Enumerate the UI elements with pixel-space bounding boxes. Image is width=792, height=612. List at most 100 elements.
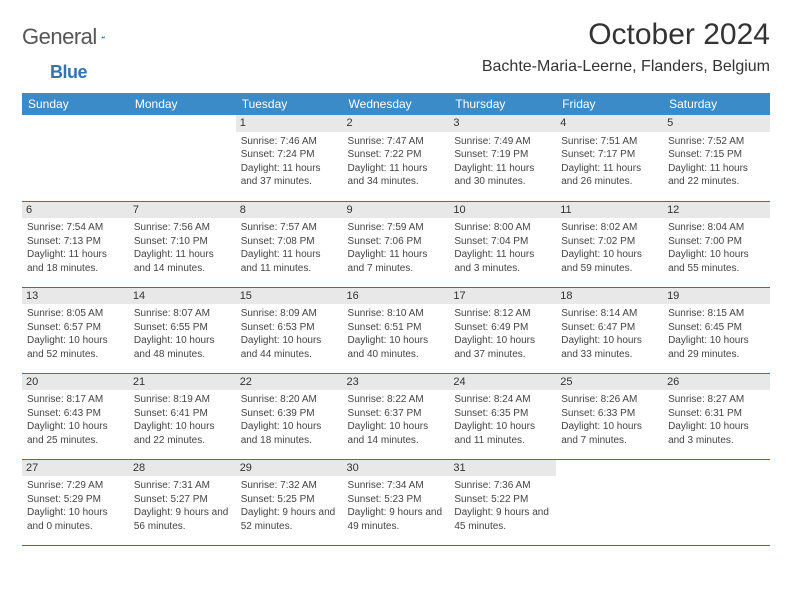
day-number: 16 xyxy=(343,288,450,305)
calendar-day-cell: 19 Sunrise: 8:15 AMSunset: 6:45 PMDayligh… xyxy=(663,287,770,373)
sunrise-line: Sunrise: 8:14 AM xyxy=(561,307,658,321)
daylight-line: Daylight: 9 hours and 49 minutes. xyxy=(348,506,445,533)
calendar-week-row: 1Sunrise: 7:46 AMSunset: 7:24 PMDaylight… xyxy=(22,115,770,201)
daylight-line: Daylight: 10 hours and 52 minutes. xyxy=(27,334,124,361)
day-header: Friday xyxy=(556,93,663,115)
sunset-line: Sunset: 7:08 PM xyxy=(241,235,338,249)
daylight-line: Daylight: 10 hours and 29 minutes. xyxy=(668,334,765,361)
calendar-day-cell xyxy=(556,459,663,545)
sunrise-line: Sunrise: 8:12 AM xyxy=(454,307,551,321)
calendar-day-cell: 13 Sunrise: 8:05 AMSunset: 6:57 PMDayligh… xyxy=(22,287,129,373)
sunset-line: Sunset: 6:43 PM xyxy=(27,407,124,421)
calendar-day-cell: 30Sunrise: 7:34 AMSunset: 5:23 PMDayligh… xyxy=(343,459,450,545)
sunset-line: Sunset: 6:57 PM xyxy=(27,321,124,335)
sunrise-line: Sunrise: 7:29 AM xyxy=(27,479,124,493)
sunrise-line: Sunrise: 7:34 AM xyxy=(348,479,445,493)
calendar-day-cell: 31Sunrise: 7:36 AMSunset: 5:22 PMDayligh… xyxy=(449,459,556,545)
sunset-line: Sunset: 6:31 PM xyxy=(668,407,765,421)
sunrise-line: Sunrise: 8:19 AM xyxy=(134,393,231,407)
day-number: 28 xyxy=(129,460,236,477)
sunrise-line: Sunrise: 7:46 AM xyxy=(241,135,338,149)
daylight-line: Daylight: 11 hours and 18 minutes. xyxy=(27,248,124,275)
day-number: 21 xyxy=(129,374,236,391)
daylight-line: Daylight: 11 hours and 26 minutes. xyxy=(561,162,658,189)
calendar-day-cell: 26Sunrise: 8:27 AMSunset: 6:31 PMDayligh… xyxy=(663,373,770,459)
sunset-line: Sunset: 7:00 PM xyxy=(668,235,765,249)
sunset-line: Sunset: 7:22 PM xyxy=(348,148,445,162)
daylight-line: Daylight: 10 hours and 48 minutes. xyxy=(134,334,231,361)
brand-part1: General xyxy=(22,24,97,50)
calendar-day-cell: 4Sunrise: 7:51 AMSunset: 7:17 PMDaylight… xyxy=(556,115,663,201)
daylight-line: Daylight: 9 hours and 52 minutes. xyxy=(241,506,338,533)
month-title: October 2024 xyxy=(482,18,770,52)
sunrise-line: Sunrise: 8:04 AM xyxy=(668,221,765,235)
calendar-day-cell: 17Sunrise: 8:12 AMSunset: 6:49 PMDayligh… xyxy=(449,287,556,373)
daylight-line: Daylight: 10 hours and 25 minutes. xyxy=(27,420,124,447)
sunset-line: Sunset: 5:23 PM xyxy=(348,493,445,507)
sunrise-line: Sunrise: 8:27 AM xyxy=(668,393,765,407)
day-number: 5 xyxy=(663,115,770,132)
daylight-line: Daylight: 10 hours and 44 minutes. xyxy=(241,334,338,361)
sunset-line: Sunset: 6:49 PM xyxy=(454,321,551,335)
day-number: 23 xyxy=(343,374,450,391)
day-number: 18 xyxy=(556,288,663,305)
calendar-day-cell: 10Sunrise: 8:00 AMSunset: 7:04 PMDayligh… xyxy=(449,201,556,287)
calendar-day-cell: 18Sunrise: 8:14 AMSunset: 6:47 PMDayligh… xyxy=(556,287,663,373)
calendar-day-cell: 21 Sunrise: 8:19 AMSunset: 6:41 PMDayligh… xyxy=(129,373,236,459)
sunset-line: Sunset: 6:53 PM xyxy=(241,321,338,335)
sunset-line: Sunset: 7:13 PM xyxy=(27,235,124,249)
calendar-table: SundayMondayTuesdayWednesdayThursdayFrid… xyxy=(22,93,770,546)
day-number: 20 xyxy=(22,374,129,391)
day-number: 14 xyxy=(129,288,236,305)
location-text: Bachte-Maria-Leerne, Flanders, Belgium xyxy=(482,58,770,76)
day-header: Saturday xyxy=(663,93,770,115)
daylight-line: Daylight: 9 hours and 56 minutes. xyxy=(134,506,231,533)
day-header: Wednesday xyxy=(343,93,450,115)
calendar-day-cell: 12Sunrise: 8:04 AMSunset: 7:00 PMDayligh… xyxy=(663,201,770,287)
day-number: 19 xyxy=(663,288,770,305)
daylight-line: Daylight: 11 hours and 7 minutes. xyxy=(348,248,445,275)
daylight-line: Daylight: 11 hours and 30 minutes. xyxy=(454,162,551,189)
calendar-day-cell: 15Sunrise: 8:09 AMSunset: 6:53 PMDayligh… xyxy=(236,287,343,373)
sunset-line: Sunset: 5:22 PM xyxy=(454,493,551,507)
sunrise-line: Sunrise: 7:32 AM xyxy=(241,479,338,493)
sunrise-line: Sunrise: 8:15 AM xyxy=(668,307,765,321)
calendar-week-row: 13Sunrise: 8:05 AMSunset: 6:57 PMDayligh… xyxy=(22,287,770,373)
daylight-line: Daylight: 10 hours and 14 minutes. xyxy=(348,420,445,447)
day-number: 7 xyxy=(129,202,236,219)
daylight-line: Daylight: 11 hours and 22 minutes. xyxy=(668,162,765,189)
day-number: 1 xyxy=(236,115,343,132)
sunset-line: Sunset: 7:15 PM xyxy=(668,148,765,162)
day-number: 8 xyxy=(236,202,343,219)
calendar-day-cell: 28 Sunrise: 7:31 AMSunset: 5:27 PMDayligh… xyxy=(129,459,236,545)
sunset-line: Sunset: 6:41 PM xyxy=(134,407,231,421)
day-number: 10 xyxy=(449,202,556,219)
day-number: 31 xyxy=(449,460,556,477)
sunset-line: Sunset: 6:37 PM xyxy=(348,407,445,421)
day-number: 17 xyxy=(449,288,556,305)
sunset-line: Sunset: 5:25 PM xyxy=(241,493,338,507)
daylight-line: Daylight: 10 hours and 22 minutes. xyxy=(134,420,231,447)
sunrise-line: Sunrise: 7:52 AM xyxy=(668,135,765,149)
sunrise-line: Sunrise: 7:56 AM xyxy=(134,221,231,235)
daylight-line: Daylight: 10 hours and 55 minutes. xyxy=(668,248,765,275)
sunrise-line: Sunrise: 7:31 AM xyxy=(134,479,231,493)
sunset-line: Sunset: 5:27 PM xyxy=(134,493,231,507)
calendar-day-cell: 3Sunrise: 7:49 AMSunset: 7:19 PMDaylight… xyxy=(449,115,556,201)
title-block: October 2024 Bachte-Maria-Leerne, Flande… xyxy=(482,18,770,76)
calendar-day-cell xyxy=(663,459,770,545)
daylight-line: Daylight: 11 hours and 3 minutes. xyxy=(454,248,551,275)
calendar-day-cell: 14Sunrise: 8:07 AMSunset: 6:55 PMDayligh… xyxy=(129,287,236,373)
day-number: 25 xyxy=(556,374,663,391)
brand-part2: Blue xyxy=(50,62,87,83)
sunrise-line: Sunrise: 7:57 AM xyxy=(241,221,338,235)
day-number: 13 xyxy=(22,288,129,305)
daylight-line: Daylight: 10 hours and 33 minutes. xyxy=(561,334,658,361)
sunrise-line: Sunrise: 8:05 AM xyxy=(27,307,124,321)
daylight-line: Daylight: 10 hours and 18 minutes. xyxy=(241,420,338,447)
calendar-day-cell xyxy=(22,115,129,201)
day-header: Tuesday xyxy=(236,93,343,115)
day-number: 6 xyxy=(22,202,129,219)
sunset-line: Sunset: 6:45 PM xyxy=(668,321,765,335)
daylight-line: Daylight: 10 hours and 7 minutes. xyxy=(561,420,658,447)
